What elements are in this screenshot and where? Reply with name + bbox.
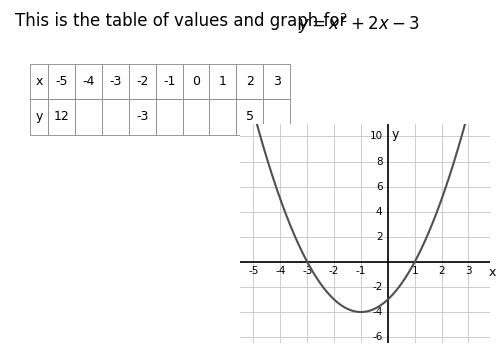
Text: $y = x^2 + 2x - 3$: $y = x^2 + 2x - 3$: [298, 12, 419, 36]
Text: y: y: [392, 128, 400, 141]
Text: This is the table of values and graph for: This is the table of values and graph fo…: [15, 12, 351, 30]
Text: -6: -6: [372, 332, 382, 342]
Text: -3: -3: [302, 266, 312, 276]
Text: 10: 10: [370, 131, 382, 142]
Text: -4: -4: [275, 266, 285, 276]
Text: 4: 4: [376, 207, 382, 217]
Text: -1: -1: [356, 266, 366, 276]
Text: 8: 8: [376, 156, 382, 166]
Text: 2: 2: [438, 266, 445, 276]
Text: 3: 3: [465, 266, 472, 276]
Text: -4: -4: [372, 307, 382, 317]
Text: -5: -5: [248, 266, 258, 276]
Text: -2: -2: [372, 282, 382, 292]
Text: -2: -2: [329, 266, 340, 276]
Text: 6: 6: [376, 182, 382, 192]
Text: 2: 2: [376, 232, 382, 242]
Text: 1: 1: [412, 266, 418, 276]
Text: x: x: [488, 266, 496, 279]
